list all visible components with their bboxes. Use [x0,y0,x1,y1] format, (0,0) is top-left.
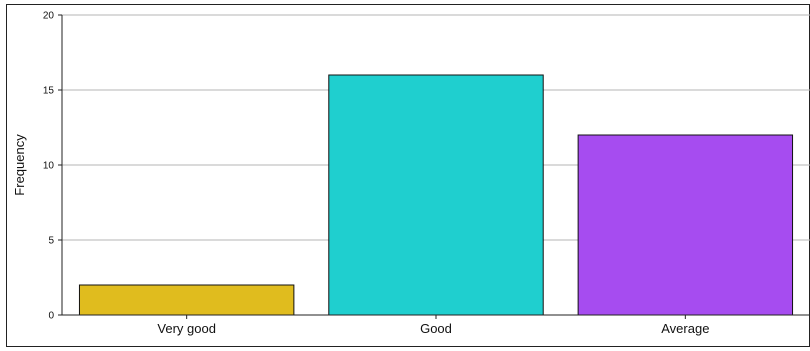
bars [78,74,794,316]
y-axis-title: Frequency [12,134,27,196]
y-tick-label: 10 [43,161,55,172]
x-tick-label: Average [661,321,709,336]
y-tick-labels: 0 5 10 15 20 [43,11,62,322]
x-tick-labels: Very good Good Average [157,315,709,336]
y-tick-label: 20 [43,11,55,22]
bar-average [577,134,794,316]
x-tick-label: Very good [157,321,216,336]
y-tick-label: 5 [48,236,54,247]
bar-very-good [78,284,295,316]
bar-good [328,74,544,316]
y-tick-label: 0 [48,311,54,322]
y-tick-label: 15 [43,86,55,97]
x-tick-label: Good [420,321,452,336]
